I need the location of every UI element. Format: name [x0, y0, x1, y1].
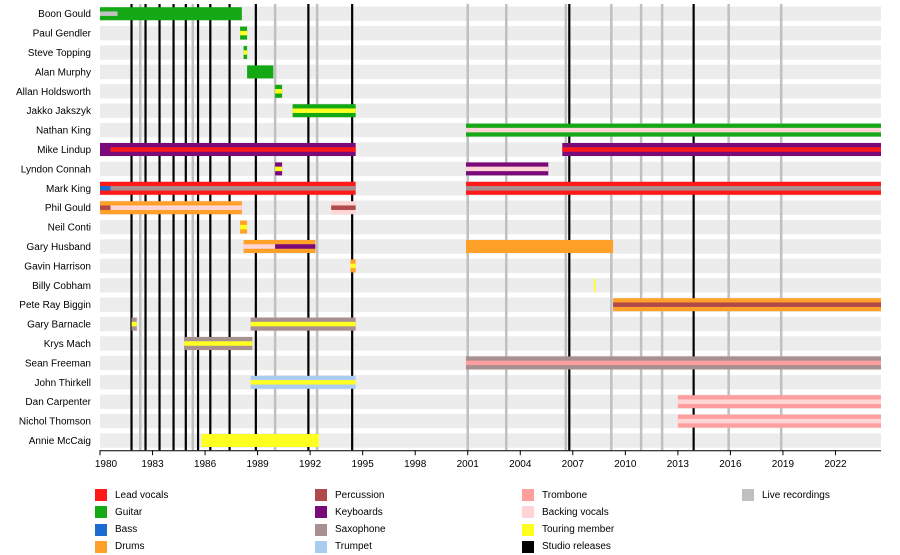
x-tick-label: 2007	[562, 459, 585, 470]
x-axis: 1980 1983 1986 1989 1992 1995 1998 2001 2004 2007…	[95, 450, 881, 470]
member-label: Billy Cobham	[32, 281, 91, 292]
member-bar-backing-vocals	[465, 127, 881, 133]
member-label: Neil Conti	[48, 223, 91, 234]
member-bar-touring-member	[250, 380, 356, 385]
row-background	[100, 258, 881, 274]
x-tick-label: 2019	[772, 459, 795, 470]
member-bar-bass	[100, 186, 111, 191]
member-bar-touring-member	[240, 224, 248, 230]
member-label: Lyndon Connah	[21, 164, 91, 175]
x-tick-label: 2004	[509, 459, 532, 470]
member-label: Pete Ray Biggin	[19, 300, 91, 311]
x-tick-label: 2001	[457, 459, 480, 470]
x-tick-label: 2022	[824, 459, 847, 470]
x-tick-label: 1989	[246, 459, 269, 470]
row-background	[100, 45, 881, 60]
member-label: Nichol Thomson	[19, 417, 91, 428]
member-label: John Thirkell	[34, 378, 91, 389]
member-label: Mark King	[46, 184, 91, 195]
x-tick-label: 2013	[667, 459, 690, 470]
row-background	[100, 278, 881, 293]
row-background	[100, 25, 881, 41]
member-bar-backing-vocals	[243, 244, 276, 249]
member-bar-touring-member	[593, 278, 596, 292]
member-bar-backing-vocals	[110, 205, 242, 210]
member-bar-touring-member	[240, 30, 248, 36]
member-bar-trombone	[465, 360, 881, 366]
member-bar-touring-member	[201, 434, 319, 447]
studio-release-lines	[130, 4, 695, 451]
member-bar-touring-member	[243, 50, 248, 55]
member-labels: Boon Gould Paul Gendler Steve Topping Alan …	[16, 9, 92, 447]
member-bar-backing-vocals	[677, 418, 881, 424]
member-bar-touring-member	[131, 321, 137, 327]
member-bar-percussion	[100, 205, 111, 210]
member-bars	[100, 7, 881, 447]
member-bar-live-recordings	[100, 11, 118, 16]
member-bar-guitar	[100, 7, 242, 21]
member-label: Gary Husband	[27, 242, 91, 253]
member-label: Annie McCaig	[29, 436, 91, 447]
member-bar-drums	[465, 240, 614, 253]
x-tick-label: 2016	[719, 459, 742, 470]
row-background	[100, 64, 881, 80]
x-tick-label: 2010	[614, 459, 637, 470]
member-bar-backing-vocals	[677, 399, 881, 404]
row-background	[100, 375, 881, 390]
member-bar-backing-vocals	[465, 166, 549, 172]
x-tick-label: 1986	[194, 459, 217, 470]
row-backgrounds	[100, 6, 881, 448]
x-tick-label: 1980	[95, 459, 118, 470]
row-background	[100, 6, 881, 21]
row-background	[100, 200, 881, 215]
row-background	[100, 316, 881, 332]
x-tick-label: 1998	[404, 459, 427, 470]
member-bar-touring-member	[250, 321, 356, 327]
member-bar-touring-member	[275, 89, 283, 94]
member-label: Gavin Harrison	[24, 261, 91, 272]
member-label: Mike Lindup	[37, 145, 91, 156]
member-label: Phil Gould	[45, 203, 91, 214]
member-label: Nathan King	[36, 126, 91, 137]
member-bar-percussion	[331, 205, 356, 210]
member-bar-keyboards	[275, 244, 316, 249]
member-label: Dan Carpenter	[25, 397, 91, 408]
row-background	[100, 103, 881, 118]
member-bar-saxophone	[110, 186, 356, 191]
member-label: Krys Mach	[44, 339, 91, 350]
member-label: Sean Freeman	[25, 358, 91, 369]
x-tick-label: 1983	[141, 459, 164, 470]
row-background	[100, 219, 881, 235]
member-bar-touring-member	[292, 108, 356, 113]
row-background	[100, 84, 881, 99]
member-label: Jakko Jakszyk	[27, 106, 92, 117]
member-bar-lead-vocals	[562, 147, 881, 152]
member-label: Allan Holdsworth	[16, 87, 91, 98]
row-background	[100, 336, 881, 351]
member-bar-touring-member	[275, 166, 283, 172]
member-label: Alan Murphy	[35, 67, 91, 78]
member-label: Steve Topping	[28, 48, 91, 59]
member-label: Gary Barnacle	[27, 320, 91, 331]
member-label: Paul Gendler	[33, 29, 92, 40]
x-tick-label: 1992	[299, 459, 322, 470]
member-bar-lead-vocals	[110, 147, 356, 152]
member-bar-saxophone	[465, 186, 881, 191]
member-label: Boon Gould	[38, 9, 91, 20]
member-bar-guitar	[247, 65, 274, 79]
member-bar-percussion	[613, 302, 881, 307]
x-tick-label: 1995	[352, 459, 375, 470]
member-bar-touring-member	[350, 263, 356, 269]
member-bar-touring-member	[184, 341, 253, 346]
